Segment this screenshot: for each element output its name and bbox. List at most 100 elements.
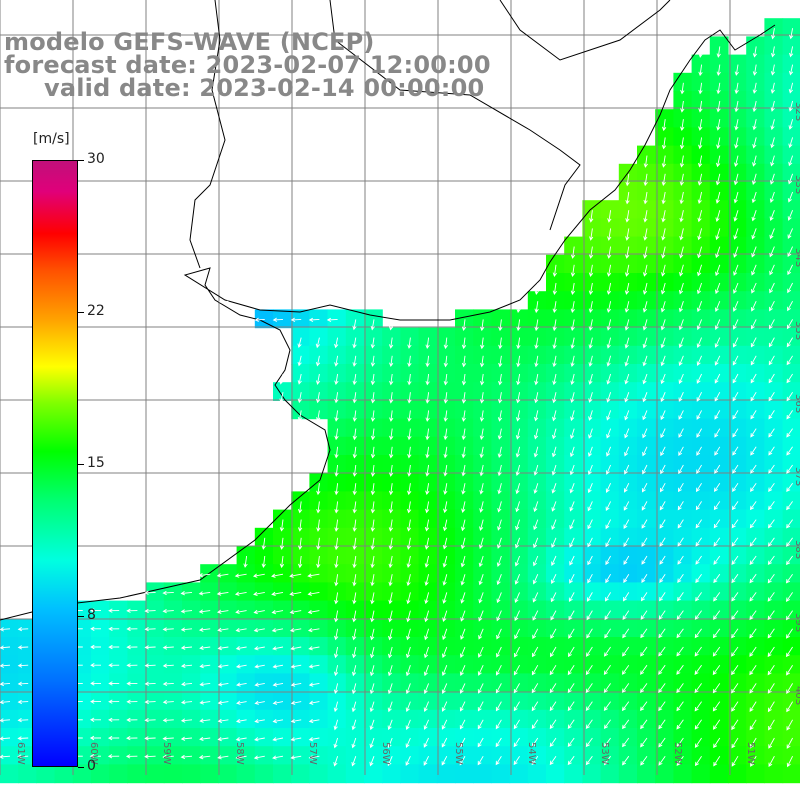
wind-arrow bbox=[369, 683, 375, 695]
wind-speed-cell bbox=[564, 455, 583, 474]
wind-arrow bbox=[749, 537, 757, 547]
wind-speed-cell bbox=[782, 54, 800, 74]
wind-arrow bbox=[17, 645, 29, 650]
wind-speed-cell bbox=[200, 728, 219, 747]
wind-speed-cell bbox=[145, 691, 165, 711]
wind-speed-cell bbox=[728, 655, 747, 674]
wind-speed-cell bbox=[728, 455, 747, 474]
wind-arrow bbox=[162, 627, 174, 632]
wind-arrow bbox=[198, 573, 211, 578]
wind-arrow bbox=[658, 701, 666, 712]
wind-arrow bbox=[731, 573, 739, 584]
wind-speed-cell bbox=[564, 709, 583, 729]
wind-arrow bbox=[289, 628, 302, 633]
wind-speed-cell bbox=[546, 673, 565, 693]
wind-speed-cell bbox=[582, 400, 602, 420]
wind-speed-cell bbox=[618, 236, 638, 256]
wind-speed-cell bbox=[637, 291, 656, 310]
wind-arrow bbox=[90, 681, 101, 686]
wind-arrow bbox=[732, 373, 739, 384]
wind-speed-cell bbox=[709, 54, 729, 74]
wind-speed-cell bbox=[91, 673, 110, 693]
wind-speed-cell bbox=[527, 673, 547, 693]
wind-arrow bbox=[551, 501, 557, 512]
wind-speed-cell bbox=[236, 728, 256, 747]
wind-arrow bbox=[370, 446, 376, 459]
wind-arrow bbox=[370, 501, 375, 514]
wind-speed-cell bbox=[436, 764, 456, 784]
wind-arrow bbox=[107, 754, 120, 759]
wind-arrow bbox=[586, 628, 593, 639]
wind-speed-cell bbox=[382, 345, 401, 365]
wind-arrow bbox=[660, 392, 666, 403]
wind-speed-cell bbox=[509, 455, 529, 474]
wind-speed-cell bbox=[436, 473, 456, 492]
longitude-labels: 61W 60W 59W 58W 57W 56W 55W 54W 53W 52W 51W bbox=[15, 742, 756, 765]
wind-arrow bbox=[640, 755, 648, 766]
wind-speed-cell bbox=[364, 455, 383, 474]
wind-arrow bbox=[513, 664, 520, 676]
wind-arrow bbox=[425, 355, 430, 368]
wind-speed-cell bbox=[345, 673, 365, 693]
wind-speed-cell bbox=[436, 618, 456, 638]
wind-arrow bbox=[180, 609, 193, 614]
wind-arrow bbox=[622, 737, 630, 748]
wind-speed-cell bbox=[418, 345, 438, 365]
wind-arrow bbox=[389, 355, 394, 368]
wind-arrow bbox=[461, 392, 467, 404]
wind-arrow bbox=[498, 337, 503, 350]
wind-arrow bbox=[388, 464, 394, 477]
wind-speed-cell bbox=[764, 527, 784, 547]
wind-arrow bbox=[389, 392, 394, 404]
wind-speed-cell bbox=[691, 236, 711, 256]
wind-speed-cell bbox=[455, 327, 474, 347]
wind-speed-cell bbox=[637, 637, 656, 656]
wind-speed-cell bbox=[364, 691, 383, 711]
wind-arrow bbox=[515, 501, 521, 513]
wind-speed-cell bbox=[291, 327, 310, 347]
wind-speed-cell bbox=[382, 491, 401, 511]
wind-speed-cell bbox=[291, 564, 310, 583]
wind-arrow bbox=[235, 664, 247, 669]
wind-arrow bbox=[443, 373, 448, 386]
wind-arrow bbox=[443, 337, 448, 350]
wind-arrow bbox=[769, 282, 775, 294]
wind-speed-cell bbox=[273, 709, 292, 729]
wind-arrow bbox=[334, 483, 339, 496]
wind-arrow bbox=[407, 355, 412, 368]
wind-arrow bbox=[623, 592, 630, 602]
wind-arrow bbox=[588, 264, 594, 278]
wind-speed-cell bbox=[673, 509, 693, 529]
wind-speed-cell bbox=[418, 400, 438, 420]
wind-speed-cell bbox=[291, 509, 310, 529]
wind-arrow bbox=[261, 537, 266, 550]
wind-speed-cell bbox=[291, 691, 310, 711]
wind-speed-cell bbox=[782, 254, 800, 274]
wind-arrow bbox=[661, 137, 667, 150]
wind-arrow bbox=[768, 446, 775, 456]
wind-arrow bbox=[716, 100, 721, 113]
wind-arrow bbox=[640, 737, 648, 748]
wind-arrow bbox=[585, 683, 593, 694]
wind-arrow bbox=[570, 428, 575, 440]
wind-speed-cell bbox=[218, 709, 238, 729]
wind-arrow bbox=[696, 337, 703, 348]
wind-arrow bbox=[732, 391, 739, 402]
wind-arrow bbox=[180, 663, 193, 669]
wind-speed-cell bbox=[163, 637, 183, 656]
wind-speed-cell bbox=[673, 546, 693, 565]
wind-arrow bbox=[642, 410, 648, 421]
wind-arrow bbox=[606, 319, 612, 331]
wind-arrow bbox=[17, 663, 29, 668]
wind-speed-cell bbox=[691, 473, 711, 492]
wind-arrow bbox=[751, 228, 757, 240]
wind-speed-cell bbox=[764, 436, 784, 456]
wind-arrow bbox=[180, 736, 193, 741]
wind-arrow bbox=[388, 628, 393, 641]
wind-arrow bbox=[676, 701, 684, 712]
wind-arrow bbox=[585, 755, 593, 766]
wind-arrow bbox=[17, 718, 29, 723]
wind-speed-cell bbox=[527, 728, 547, 747]
wind-arrow bbox=[786, 701, 793, 713]
wind-arrow bbox=[749, 519, 757, 529]
